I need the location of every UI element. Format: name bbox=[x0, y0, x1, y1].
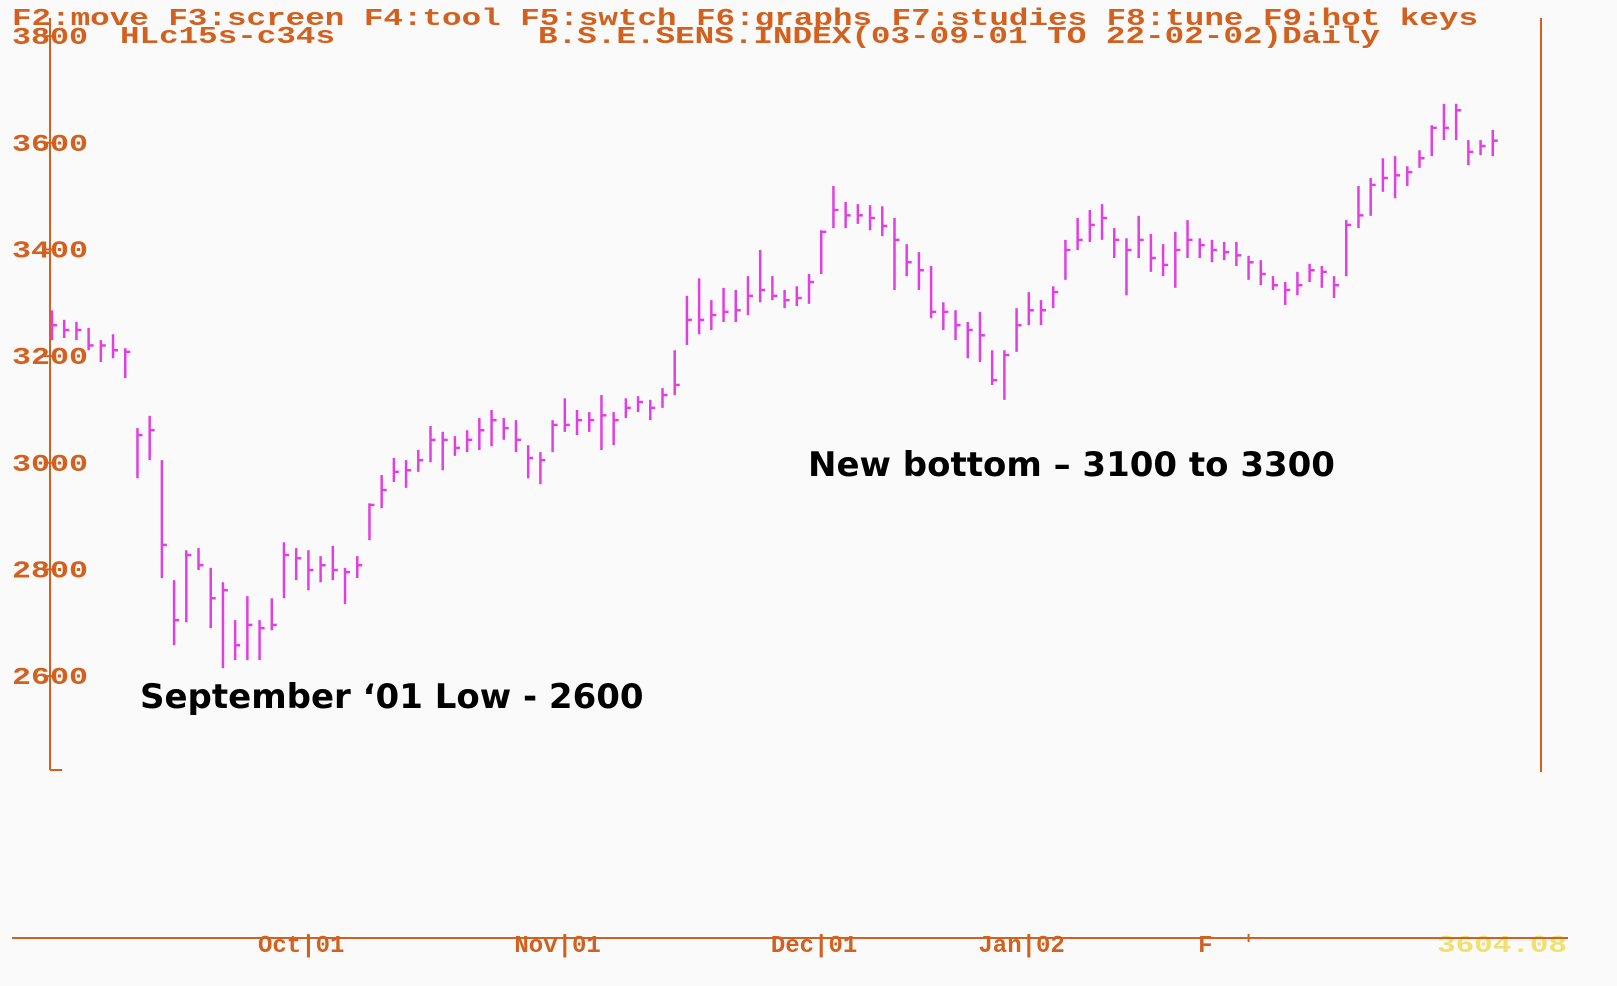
annotation: September ‘01 Low - 2600 bbox=[140, 677, 644, 717]
annotation: New bottom – 3100 to 3300 bbox=[808, 445, 1335, 485]
x-tick-label: F bbox=[1198, 933, 1212, 960]
y-tick-label: 3400 bbox=[12, 238, 88, 265]
y-tick-label: 3200 bbox=[12, 345, 88, 372]
x-tick-label: Dec|01 bbox=[771, 933, 857, 960]
x-tick-label: Jan|02 bbox=[978, 933, 1064, 960]
y-tick-label: 2800 bbox=[12, 558, 88, 585]
y-tick-label: 3800 bbox=[12, 25, 88, 52]
study-label: HLc15s-c34s bbox=[120, 24, 335, 51]
y-tick-label: 3000 bbox=[12, 452, 88, 479]
x-tick-label: Oct|01 bbox=[258, 933, 344, 960]
x-tick-label: Nov|01 bbox=[514, 933, 600, 960]
y-tick-label: 2600 bbox=[12, 665, 88, 692]
chart-title: B.S.E.SENS.INDEX(03-09-01 TO 22-02-02)Da… bbox=[538, 24, 1380, 51]
menu-bar: F2:move F3:screen F4:tool F5:swtch F6:gr… bbox=[12, 6, 1478, 33]
y-tick-label: 3600 bbox=[12, 132, 88, 159]
